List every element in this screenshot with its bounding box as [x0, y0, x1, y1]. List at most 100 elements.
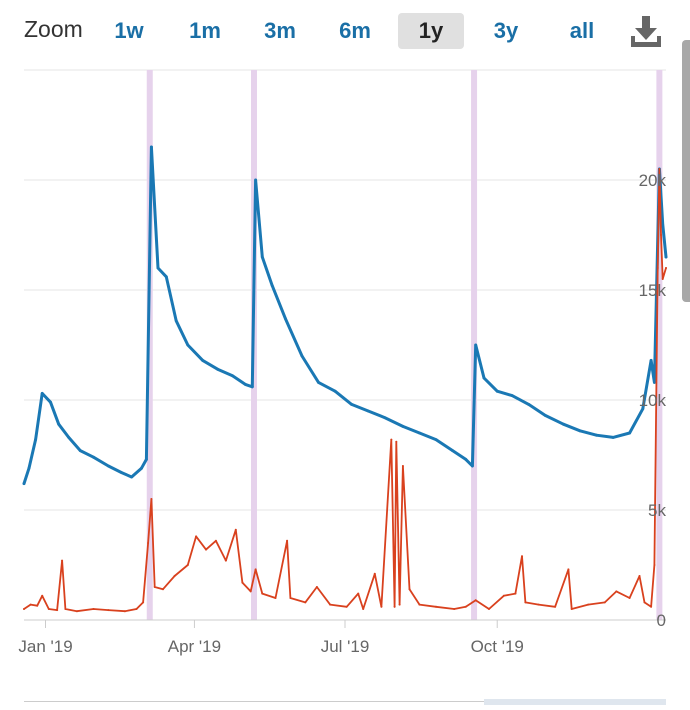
series-0-point-41 [482, 376, 486, 380]
series-1-point-3 [41, 594, 44, 597]
series-1-point-31 [289, 597, 292, 599]
series-0-point-48 [595, 433, 598, 437]
series-1-point-36 [357, 592, 360, 595]
zoom-3m-button[interactable]: 3m [247, 13, 313, 49]
series-1-point-62 [615, 590, 618, 593]
series-0-point-7 [78, 449, 82, 452]
range-selector: Zoom 1w 1m 3m 6m 1y 3y all [0, 0, 690, 62]
series-1-point-59 [570, 608, 573, 610]
series-0-point-32 [366, 409, 370, 413]
line-chart: Jan '19 Apr '19 Jul '19 Oct '19 0 5k 10k 15k 20k [18, 69, 668, 656]
series-1-point-56 [537, 603, 540, 606]
zoom-1y-button[interactable]: 1y [398, 13, 464, 49]
series-0-point-10 [120, 471, 124, 474]
series-0-point-20 [216, 367, 219, 371]
series-0-point-49 [611, 436, 615, 439]
y-tick-label-0: 0 [657, 611, 666, 630]
zoom-1w-button[interactable]: 1w [96, 13, 162, 49]
series-1-point-69 [658, 168, 661, 170]
series-0-point-5 [57, 422, 61, 426]
x-tick-label-1: Apr '19 [168, 637, 221, 656]
scrollbar-thumb[interactable] [682, 40, 690, 302]
series-1-point-64 [638, 575, 641, 577]
series-1-point-12 [135, 608, 138, 610]
download-icon[interactable] [626, 12, 666, 52]
highlight-band-3 [656, 70, 663, 620]
zoom-6m-button[interactable]: 6m [322, 13, 388, 49]
series-1-point-35 [345, 605, 348, 608]
series-1-point-10 [107, 609, 110, 612]
series-0-point-45 [543, 414, 547, 417]
navigator-handle[interactable] [484, 699, 666, 705]
series-0-point-30 [333, 389, 337, 393]
series-0-point-24 [254, 178, 258, 182]
zoom-1m-button[interactable]: 1m [172, 13, 238, 49]
series-0-point-29 [317, 381, 320, 384]
series-1-point-17 [161, 588, 164, 591]
series-1-point-4 [47, 608, 50, 610]
navigator-track [24, 701, 666, 702]
series-0-point-40 [474, 343, 478, 347]
zoom-3y-button[interactable]: 3y [473, 13, 539, 49]
highlight-band-0 [146, 70, 153, 620]
series-0-point-21 [231, 374, 234, 378]
series-0-point-3 [40, 392, 44, 395]
series-1-point-22 [214, 539, 217, 542]
series-1-point-52 [502, 594, 505, 597]
series-1-point-28 [261, 592, 264, 595]
series-0-point-13 [145, 458, 148, 461]
series-1-point-37 [362, 608, 365, 610]
series-1-point-67 [653, 564, 656, 566]
series-0-point-31 [350, 403, 354, 406]
series-1-point-65 [643, 601, 646, 604]
series-1-point-60 [587, 603, 590, 606]
y-tick-label-1: 5k [648, 501, 666, 520]
series-0-point-46 [562, 422, 565, 426]
series-1-point-68 [656, 267, 659, 269]
series-0-point-43 [510, 394, 514, 397]
series-0-point-1 [27, 466, 31, 470]
series-1-point-6 [61, 559, 64, 562]
series-1-point-70 [660, 234, 663, 236]
series-0-point-9 [106, 464, 110, 468]
series-1-point-51 [487, 608, 490, 610]
series-1-point-54 [521, 555, 524, 558]
series-0-point-33 [383, 416, 387, 419]
series-0-point-51 [641, 407, 645, 411]
series-1-point-47 [435, 605, 438, 608]
series-1-point-16 [153, 586, 156, 588]
series-0-point-28 [300, 354, 304, 358]
y-tick-label-4: 20k [639, 171, 667, 190]
series-0-point-53 [653, 381, 656, 384]
series-0-point-36 [434, 438, 438, 441]
chart-area: Jan '19 Apr '19 Jul '19 Oct '19 0 5k 10k 15k 20k [0, 62, 690, 705]
series-1-point-26 [249, 590, 252, 593]
y-tick-label-3: 15k [639, 281, 667, 300]
series-1-point-43 [398, 603, 401, 606]
series-1-point-19 [186, 564, 189, 566]
series-0-point-37 [451, 449, 454, 452]
series-1-point-32 [304, 601, 307, 604]
series-0-point-6 [67, 436, 71, 439]
series-1-point-63 [628, 597, 631, 599]
series-1-point-38 [373, 572, 376, 575]
series-0-point-39 [471, 464, 474, 468]
series-0-point-50 [628, 431, 631, 435]
series-1-point-25 [241, 581, 244, 584]
series-1-point-71 [661, 278, 664, 280]
series-1-point-44 [401, 465, 404, 467]
series-1-point-0 [23, 608, 25, 610]
series-0-point-16 [164, 275, 168, 279]
series-1-point-42 [395, 440, 398, 443]
series-0-point-52 [649, 359, 653, 362]
series-1-point-13 [142, 601, 145, 604]
series-0-point-19 [201, 359, 205, 362]
series-0-point-38 [464, 458, 468, 461]
zoom-all-button[interactable]: all [549, 13, 615, 49]
series-0-point-27 [284, 317, 287, 320]
series-1-point-9 [92, 608, 95, 610]
series-1-point-33 [315, 586, 318, 588]
series-1-point-53 [514, 592, 517, 595]
series-1-point-58 [567, 568, 570, 571]
series-1-point-7 [64, 608, 67, 610]
